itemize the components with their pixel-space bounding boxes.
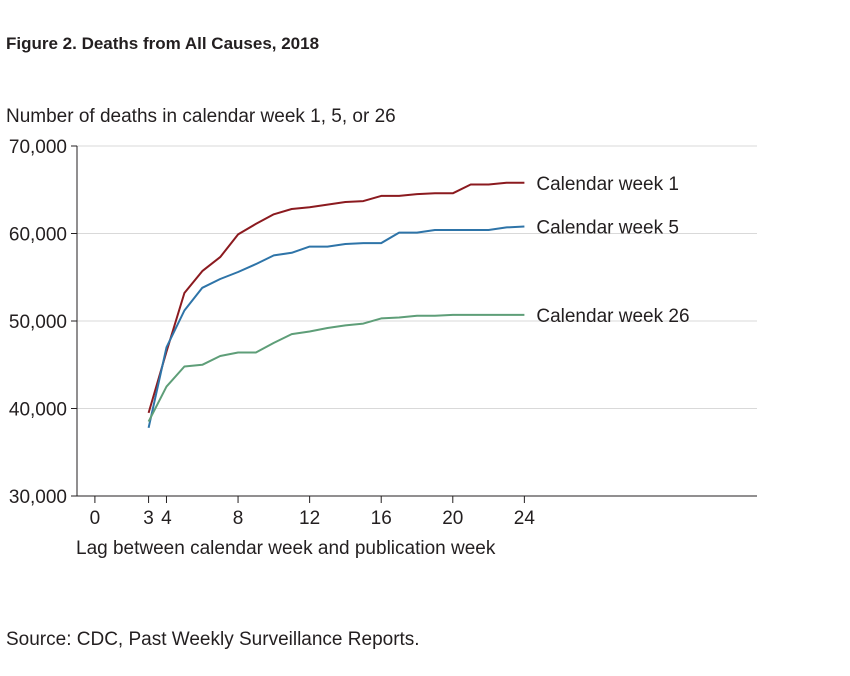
x-tick-label-4: 12	[299, 508, 320, 529]
series-line-0	[147, 181, 525, 414]
y-axis-label: Number of deaths in calendar week 1, 5, …	[6, 106, 396, 127]
x-tick-label-6: 20	[442, 508, 463, 529]
series-label-0: Calendar week 1	[536, 174, 679, 195]
series-label-2: Calendar week 26	[536, 306, 689, 327]
figure-title: Figure 2. Deaths from All Causes, 2018	[6, 34, 320, 53]
x-tick-label-5: 16	[371, 508, 392, 529]
series-line-1	[147, 225, 525, 429]
y-tick-label-4: 70,000	[9, 137, 67, 158]
y-tick-label-2: 50,000	[9, 312, 67, 333]
y-tick-label-3: 60,000	[9, 225, 67, 246]
x-tick-label-3: 8	[233, 508, 244, 529]
x-tick-label-2: 4	[161, 508, 172, 529]
y-tick-label-0: 30,000	[9, 487, 67, 508]
source-note: Source: CDC, Past Weekly Surveillance Re…	[6, 629, 420, 650]
series-line-2	[147, 313, 525, 423]
y-tick-label-1: 40,000	[9, 400, 67, 421]
x-axis-label: Lag between calendar week and publicatio…	[76, 538, 496, 559]
y-axis-ticks: 30,000 40,000 50,000 60,000 70,000	[9, 137, 77, 508]
series-lines	[147, 181, 525, 429]
x-tick-label-7: 24	[514, 508, 536, 529]
x-tick-label-0: 0	[90, 508, 101, 529]
x-axis-ticks: 0 3 4 8 12 16 20 24	[90, 496, 536, 529]
series-labels: Calendar week 1 Calendar week 5 Calendar w…	[536, 174, 689, 327]
series-label-1: Calendar week 5	[536, 218, 679, 239]
x-tick-label-1: 3	[143, 508, 154, 529]
